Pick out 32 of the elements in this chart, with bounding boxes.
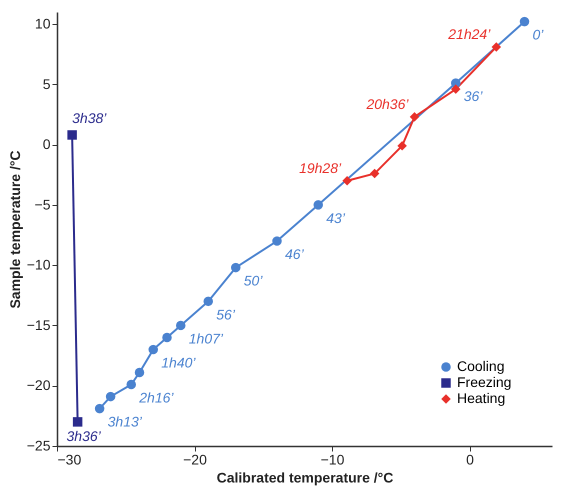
annotation: 0’: [532, 26, 544, 43]
y-tick-label: −15: [26, 316, 51, 333]
y-tick-label: 10: [34, 16, 51, 32]
legend-label: Heating: [457, 390, 506, 406]
y-tick-label: −5: [34, 196, 51, 212]
annotation: 21h24’: [447, 26, 492, 42]
x-tick-label: −10: [320, 452, 345, 468]
annotation: 56’: [216, 306, 236, 322]
annotation: 20h36’: [365, 96, 410, 112]
annotation: 1h40’: [161, 354, 196, 371]
annotation: 3h36’: [66, 428, 102, 444]
y-tick-label: 5: [42, 76, 51, 92]
annotation: 43’: [326, 210, 346, 226]
annotation: 36’: [464, 88, 484, 104]
legend-label: Freezing: [457, 374, 512, 390]
annotation: 46’: [285, 246, 305, 262]
y-tick-label: −10: [26, 256, 51, 273]
annotation: 3h13’: [108, 414, 143, 430]
y-tick-label: 0: [42, 136, 51, 152]
y-tick-label: −20: [26, 377, 51, 394]
x-tick-label: −30: [58, 452, 82, 468]
y-tick-label: −25: [26, 438, 51, 454]
annotation: 1h07’: [188, 330, 224, 346]
annotation: 19h28’: [299, 160, 342, 176]
annotation: 3h38’: [72, 110, 108, 126]
x-tick-label: 0: [466, 452, 474, 468]
y-axis-title: Sample temperature /°C: [6, 150, 23, 309]
legend-label: Cooling: [457, 358, 504, 374]
x-tick-label: −20: [183, 452, 208, 468]
x-axis-title: Calibrated temperature /°C: [216, 470, 394, 486]
annotation: 2h16’: [138, 390, 174, 406]
annotation: 50’: [244, 272, 264, 289]
